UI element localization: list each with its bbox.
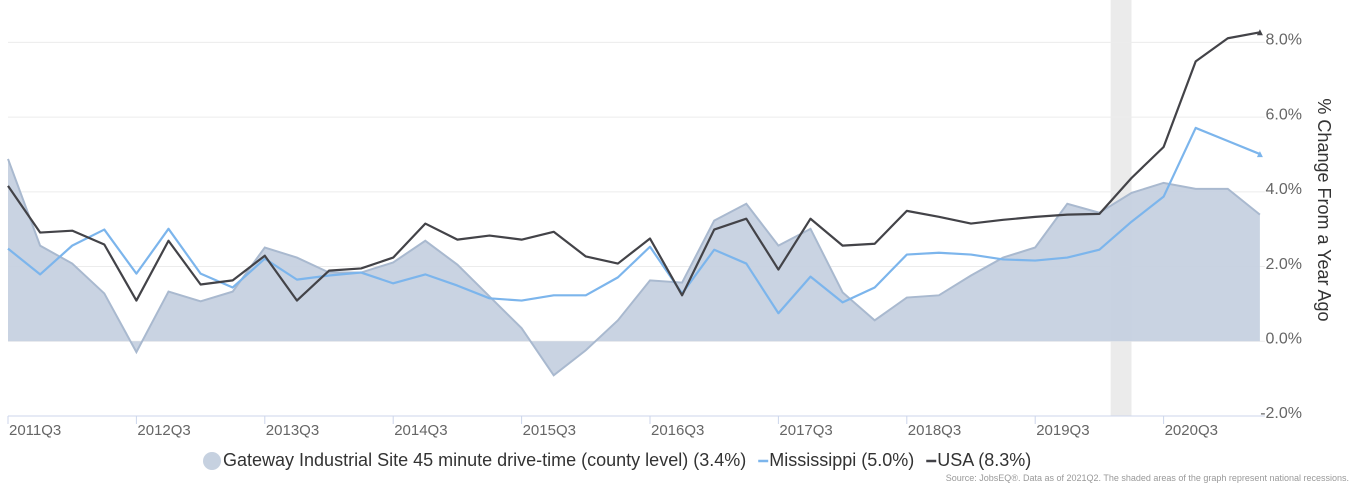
x-tick-label: 2020Q3 [1165,422,1218,439]
x-tick-label: 2011Q3 [9,422,61,439]
x-tick-label: 2013Q3 [266,422,319,439]
x-tick-label: 2019Q3 [1036,422,1089,439]
legend-label: Mississippi (5.0%) [769,450,914,470]
legend: Gateway Industrial Site 45 minute drive-… [203,450,1031,470]
y-tick-label: -2.0% [1260,405,1302,422]
x-tick-label: 2015Q3 [523,422,576,439]
end-marker [1256,29,1263,36]
y-tick-label: 6.0% [1266,106,1302,123]
legend-label: USA (8.3%) [937,450,1031,470]
y-tick-label: 4.0% [1266,181,1302,198]
y-tick-label: 0.0% [1266,330,1302,347]
source-note: Source: JobsEQ®. Data as of 2021Q2. The … [946,473,1349,483]
x-tick-label: 2016Q3 [651,422,704,439]
x-tick-label: 2017Q3 [779,422,832,439]
y-axis-label: % Change From a Year Ago [1314,98,1334,321]
end-marker [1256,151,1263,158]
line [7,126,1261,315]
x-tick-label: 2014Q3 [394,422,447,439]
y-tick-label: 8.0% [1266,32,1302,49]
area-line [7,158,1261,377]
x-tick-label: 2012Q3 [137,422,190,439]
x-tick-label: 2018Q3 [908,422,961,439]
area [8,158,1260,376]
legend-label: Gateway Industrial Site 45 minute drive-… [223,450,746,470]
legend-marker [203,452,221,470]
line [7,31,1261,302]
y-tick-label: 2.0% [1266,256,1302,273]
